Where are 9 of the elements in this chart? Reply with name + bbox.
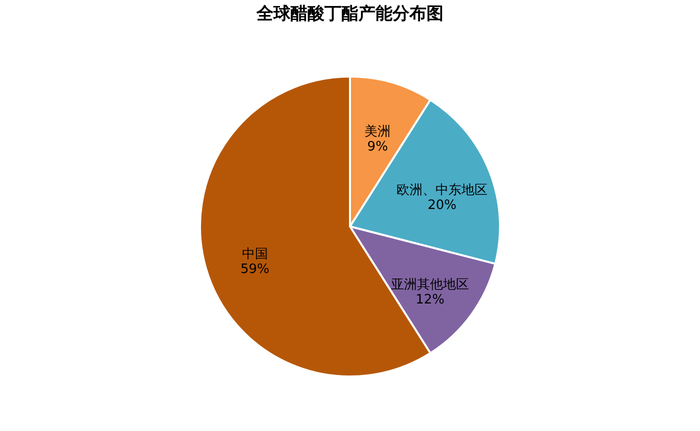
data-label: 12% xyxy=(416,292,445,308)
slice-label: 亚洲其他地区 xyxy=(391,278,470,293)
slice-label: 中国 xyxy=(242,247,268,262)
slice-label: 美洲 xyxy=(364,123,391,140)
chart-title: 全球醋酸丁酯产能分布图 xyxy=(256,4,444,24)
slice-label: 欧洲、中东地区 xyxy=(396,183,488,198)
data-label: 59% xyxy=(240,262,270,278)
data-label: 20% xyxy=(428,198,456,214)
data-label: 9% xyxy=(367,139,388,154)
